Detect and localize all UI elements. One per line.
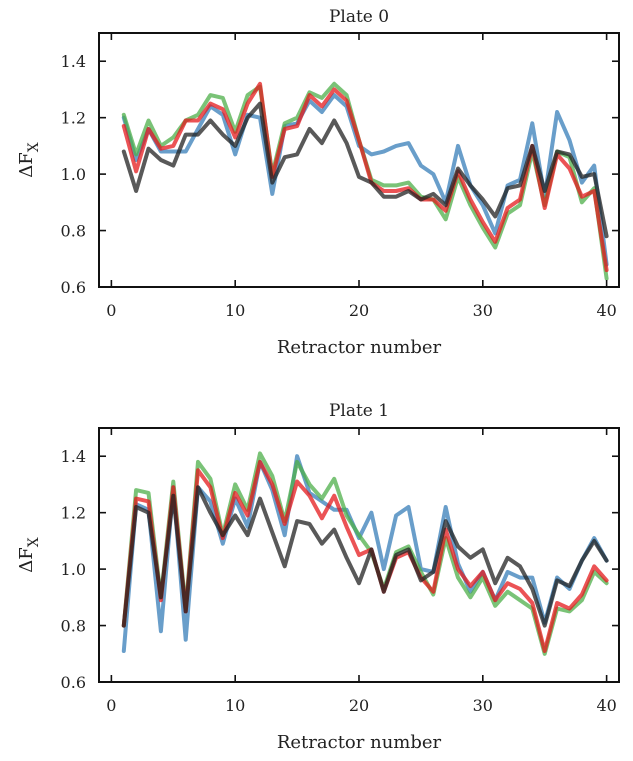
chart-0-series-0-line (121, 93, 609, 267)
chart-0-xtick-label-3: 30 (473, 301, 493, 320)
chart-1-xtick-label-2: 20 (349, 696, 369, 715)
chart-0-ytick-label-4: 1.4 (61, 52, 86, 71)
chart-1-ylabel: ΔFX (16, 537, 42, 573)
chart-1-xtick-label-4: 40 (596, 696, 616, 715)
chart-0-ylabel-main: ΔF (16, 152, 37, 178)
chart-1-series-3-line (121, 485, 609, 628)
chart-1-ytick-label-1: 0.8 (61, 617, 86, 636)
chart-0-xtick-label-0: 0 (106, 301, 116, 320)
chart-0-ytick-label-0: 0.6 (61, 278, 86, 297)
chart-0-ytick-label-2: 1.0 (61, 165, 86, 184)
chart-1-xlabel: Retractor number (277, 732, 442, 753)
chart-0-series-3-line (121, 101, 609, 239)
chart-0-ytick-label-1: 0.8 (61, 222, 86, 241)
chart-1-ylabel-sub: X (26, 537, 42, 547)
chart-1-ylabel-main: ΔF (16, 547, 37, 573)
chart-0-ylabel-sub: X (26, 142, 42, 152)
chart-0-series-2-line (121, 81, 609, 273)
chart-0-ylabel: ΔFX (16, 142, 42, 178)
chart-1-ytick-label-0: 0.6 (61, 673, 86, 692)
chart-1-xtick-label-1: 10 (225, 696, 245, 715)
chart-0-xtick-label-4: 40 (596, 301, 616, 320)
chart-0: Plate 0 0 10 20 30 40 0.6 0.8 1.0 1.2 1.4 Retractor… (16, 7, 620, 358)
chart-1-series-1-line (121, 451, 609, 656)
chart-0-title: Plate 0 (329, 7, 389, 27)
chart-1: Plate 1 0 10 20 30 40 0.6 0.8 1.0 1.2 1.4 Retractor… (16, 401, 620, 753)
chart-1-xtick-label-0: 0 (106, 696, 116, 715)
chart-1-ytick-label-3: 1.2 (61, 504, 86, 523)
chart-0-xtick-label-1: 10 (225, 301, 245, 320)
chart-1-xtick-label-3: 30 (473, 696, 493, 715)
chart-1-ytick-label-2: 1.0 (61, 560, 86, 579)
chart-1-series-2-line (121, 459, 609, 653)
chart-0-xlabel: Retractor number (277, 337, 442, 358)
chart-1-ytick-label-4: 1.4 (61, 447, 86, 466)
chart-0-xtick-label-2: 20 (349, 301, 369, 320)
chart-0-ytick-label-3: 1.2 (61, 109, 86, 128)
chart-1-title: Plate 1 (329, 401, 389, 421)
